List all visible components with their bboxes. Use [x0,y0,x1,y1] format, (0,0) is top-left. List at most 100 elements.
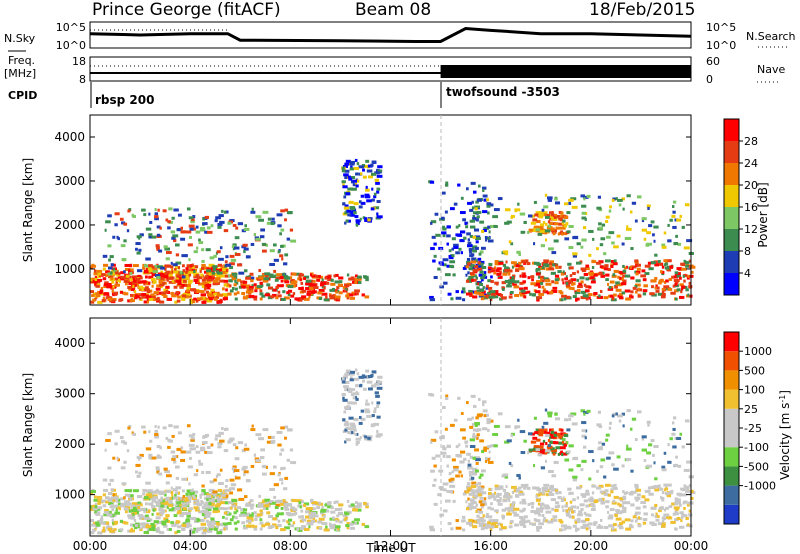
power-cell [334,273,339,277]
velocity-cell [467,463,472,467]
power-cell [453,245,459,249]
power-cell [349,167,355,171]
power-cell [344,169,350,173]
power-cell [637,294,642,298]
power-cell [459,230,466,234]
velocity-cell [167,496,173,500]
velocity-cell [175,486,182,490]
power-cell [626,194,631,198]
velocity-cell [206,445,211,449]
power-cell [504,208,511,212]
velocity-cell [146,519,151,523]
velocity-cell [535,428,541,432]
power-cell [615,281,620,285]
velocity-cell [341,377,345,381]
power-cell [311,274,317,278]
velocity-cell [234,476,241,480]
velocity-cell [176,497,180,501]
power-cell [507,281,514,285]
velocity-cell [137,501,142,505]
power-cell [547,214,553,218]
power-cell [612,273,616,277]
power-cell [441,231,447,235]
velocity-cell [349,526,355,530]
power-cell [277,290,281,294]
power-cell [222,293,228,297]
velocity-cell [237,441,244,445]
velocity-cell [572,478,577,482]
velocity-cell [233,502,238,506]
power-cell [367,175,373,179]
power-cell [664,266,670,270]
velocity-cell [184,498,189,502]
velocity-cell [581,459,587,463]
power-cell [350,276,355,280]
power-cell [445,183,449,187]
power-cell [615,197,618,201]
power-cell [276,213,283,217]
velocity-cell [111,518,114,522]
power-cell [291,284,296,288]
power-cell [180,226,184,230]
velocity-cell [550,498,556,502]
velocity-cell [592,504,596,508]
velocity-cell [298,501,302,505]
power-cell [208,272,212,276]
velocity-cell [188,507,193,511]
velocity-cell [622,501,625,505]
power-cell [376,212,379,216]
power-cell [666,268,672,272]
power-cell [241,285,246,289]
power-cell [643,284,648,288]
velocity-cell [518,476,521,480]
power-cell [212,265,218,269]
power-cell [170,291,174,295]
velocity-cell [195,530,199,534]
power-cell [134,294,139,298]
velocity-cell [313,514,319,518]
colorbar-tick-label: 100 [744,384,765,397]
power-cell [195,289,201,293]
power-cell [505,260,508,264]
power-cell [541,279,545,283]
velocity-cell [98,521,104,525]
velocity-cell [564,525,571,529]
power-cell [111,272,116,276]
power-cell [560,272,565,276]
velocity-cell [286,458,291,462]
velocity-cell [492,433,499,437]
velocity-cell [127,514,133,518]
power-cell [199,269,202,273]
velocity-cell [212,507,219,511]
power-cell [171,267,174,271]
velocity-cell [210,443,214,447]
power-cell [361,293,366,297]
power-cell [478,262,484,266]
velocity-cell [566,513,571,517]
power-cell [97,300,103,304]
velocity-cell [185,512,192,516]
velocity-cell [223,527,226,531]
power-cell [336,297,340,301]
velocity-cell [159,531,165,535]
power-cell [109,255,114,259]
velocity-cell [366,414,372,418]
velocity-cell [148,456,152,460]
power-cell [185,293,191,297]
velocity-cell [185,502,189,506]
velocity-cell [603,475,607,479]
power-cell [566,285,571,289]
power-cell [618,203,622,207]
velocity-ylabel: Slant Range [km] [21,373,35,477]
power-cell [168,207,173,211]
velocity-cell [138,457,141,461]
velocity-cell [269,487,275,491]
velocity-cell [208,488,215,492]
velocity-cell [236,506,242,510]
velocity-cell [284,503,291,507]
power-cell [242,243,248,247]
velocity-cell [344,518,347,522]
velocity-cell [550,435,556,439]
velocity-cell [544,408,548,412]
